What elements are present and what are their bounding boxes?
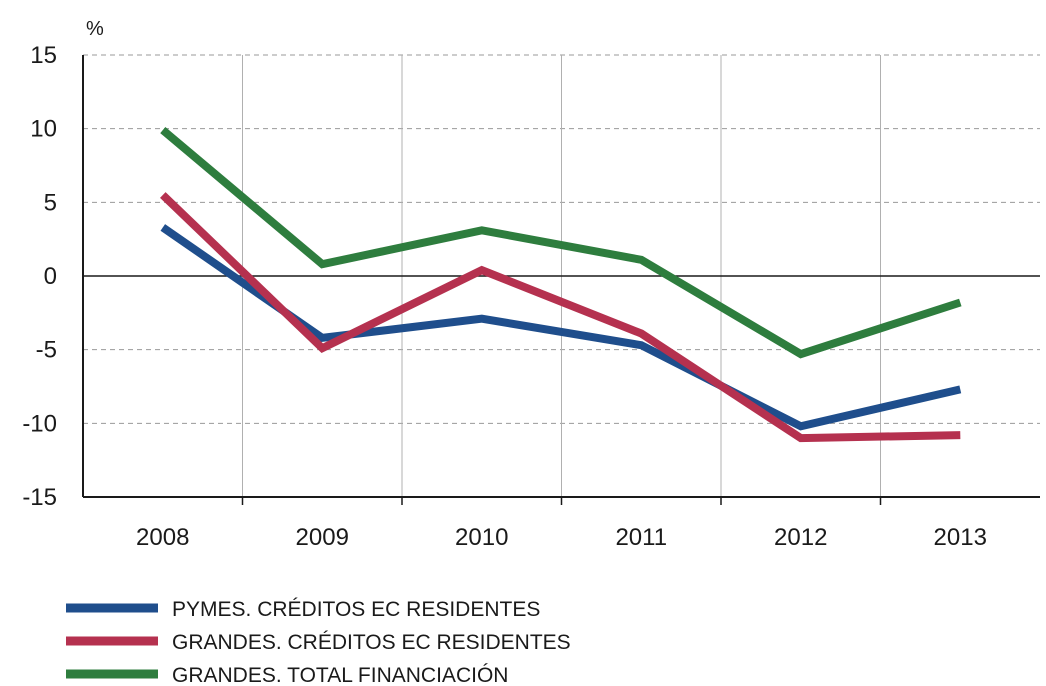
series-line-2	[160, 192, 961, 443]
y-tick-label: 0	[44, 263, 57, 290]
y-tick-label: -5	[36, 337, 57, 364]
x-tick-label: 2008	[136, 524, 189, 551]
legend: PYMES. CRÉDITOS EC RESIDENTES GRANDES. CR…	[66, 598, 571, 686]
y-tick-label: -10	[22, 410, 57, 437]
legend-label: PYMES. CRÉDITOS EC RESIDENTES	[172, 598, 540, 621]
x-tick-label: 2011	[615, 524, 667, 551]
x-tick-label: 2009	[296, 524, 349, 551]
y-tick-label: -15	[22, 484, 57, 511]
series-line-3	[160, 127, 962, 359]
y-tick-label: 15	[30, 42, 57, 69]
series-lines	[160, 127, 962, 443]
x-tick-label: 2013	[934, 524, 987, 551]
legend-label: GRANDES. TOTAL FINANCIACIÓN	[172, 664, 508, 686]
y-unit-label: %	[86, 18, 104, 40]
x-tick-label: 2010	[455, 524, 508, 551]
y-tick-label: 10	[30, 116, 57, 143]
x-tick-label: 2012	[774, 524, 827, 551]
y-tick-label: 5	[44, 189, 57, 216]
axes: 15 10 5 0 -5 -10 -15 2008 2009 2010 2011 2012 2013	[22, 42, 1040, 551]
legend-label: GRANDES. CRÉDITOS EC RESIDENTES	[172, 631, 571, 654]
